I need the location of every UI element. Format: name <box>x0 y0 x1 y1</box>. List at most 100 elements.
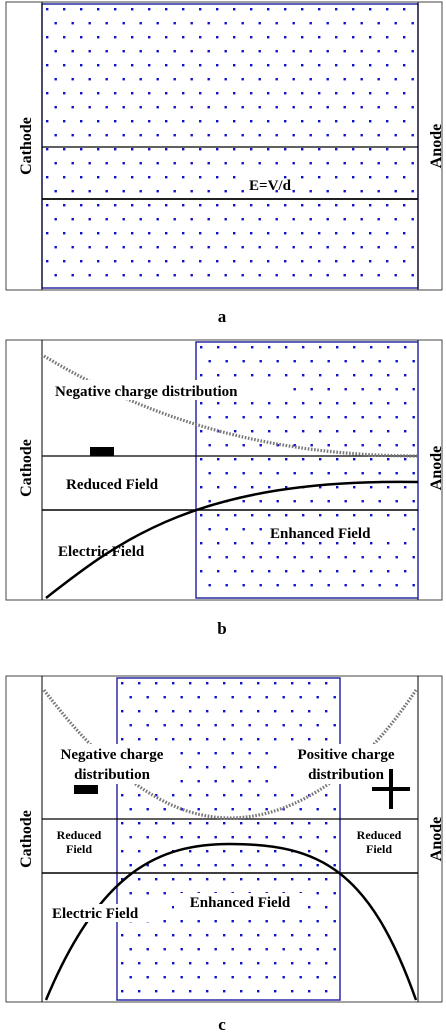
dielectric-dot <box>148 8 151 11</box>
panel-c-minus-sign <box>74 785 98 794</box>
dielectric-dot <box>404 374 407 377</box>
dielectric-dot <box>207 246 210 249</box>
panel-c-caption: c <box>218 1015 226 1034</box>
dielectric-dot <box>129 976 132 979</box>
dielectric-dot <box>361 556 364 559</box>
dielectric-dot <box>369 260 372 263</box>
dielectric-dot <box>291 682 294 685</box>
dielectric-dot <box>165 232 168 235</box>
dielectric-dot <box>299 864 302 867</box>
dielectric-dot <box>404 458 407 461</box>
dielectric-dot <box>200 570 203 573</box>
dielectric-dot <box>276 360 279 363</box>
dielectric-dot <box>291 794 294 797</box>
panel-b-dot-pattern <box>200 346 415 587</box>
dielectric-dot <box>411 106 414 109</box>
dielectric-dot <box>361 500 364 503</box>
dielectric-dot <box>233 8 236 11</box>
dielectric-dot <box>352 176 355 179</box>
dielectric-dot <box>336 542 339 545</box>
dielectric-dot <box>412 556 415 559</box>
dielectric-dot <box>343 162 346 165</box>
dielectric-dot <box>54 274 57 277</box>
dielectric-dot <box>80 232 83 235</box>
dielectric-dot <box>80 64 83 67</box>
dielectric-dot <box>309 50 312 53</box>
dielectric-dot <box>97 92 100 95</box>
dielectric-dot <box>282 864 285 867</box>
dielectric-dot <box>268 346 271 349</box>
dielectric-dot <box>208 584 211 587</box>
dielectric-dot <box>387 430 390 433</box>
panel-b-minus-sign <box>90 447 114 456</box>
dielectric-dot <box>370 402 373 405</box>
dielectric-dot <box>148 232 151 235</box>
panel-b-negative-charge-label: Negative charge distribution <box>55 384 238 400</box>
dielectric-dot <box>146 976 149 979</box>
dielectric-dot <box>292 134 295 137</box>
dielectric-dot <box>248 724 251 727</box>
dielectric-dot <box>284 120 287 123</box>
dielectric-dot <box>146 948 149 951</box>
dielectric-dot <box>46 176 49 179</box>
dielectric-dot <box>155 822 158 825</box>
dielectric-dot <box>223 738 226 741</box>
dielectric-dot <box>276 500 279 503</box>
dielectric-dot <box>395 500 398 503</box>
dielectric-dot <box>268 570 271 573</box>
dielectric-dot <box>148 204 151 207</box>
dielectric-dot <box>180 724 183 727</box>
dielectric-dot <box>216 120 219 123</box>
dielectric-dot <box>214 808 217 811</box>
dielectric-dot <box>217 458 220 461</box>
dielectric-dot <box>251 402 254 405</box>
panel-b-cathode-label: Cathode <box>18 439 35 497</box>
panel-a-anode-label: Anode <box>428 124 445 168</box>
dielectric-dot <box>265 836 268 839</box>
dielectric-dot <box>319 374 322 377</box>
dielectric-dot <box>309 134 312 137</box>
dielectric-dot <box>138 962 141 965</box>
dielectric-dot <box>276 472 279 475</box>
dielectric-dot <box>291 738 294 741</box>
dielectric-dot <box>265 780 268 783</box>
dielectric-dot <box>165 8 168 11</box>
dielectric-dot <box>231 808 234 811</box>
dielectric-dot <box>234 514 237 517</box>
dielectric-dot <box>412 444 415 447</box>
dielectric-dot <box>139 246 142 249</box>
dielectric-dot <box>257 878 260 881</box>
dielectric-dot <box>292 190 295 193</box>
dielectric-dot <box>292 246 295 249</box>
dielectric-dot <box>216 64 219 67</box>
dielectric-dot <box>54 50 57 53</box>
dielectric-dot <box>301 8 304 11</box>
dielectric-dot <box>182 260 185 263</box>
dielectric-dot <box>377 50 380 53</box>
dielectric-dot <box>129 892 132 895</box>
dielectric-dot <box>217 542 220 545</box>
dielectric-dot <box>172 934 175 937</box>
dielectric-dot <box>197 836 200 839</box>
dielectric-dot <box>394 218 397 221</box>
dielectric-dot <box>259 528 262 531</box>
dielectric-dot <box>46 92 49 95</box>
dielectric-dot <box>370 430 373 433</box>
dielectric-dot <box>308 682 311 685</box>
dielectric-dot <box>265 696 268 699</box>
dielectric-dot <box>233 260 236 263</box>
dielectric-dot <box>285 514 288 517</box>
dielectric-dot <box>180 976 183 979</box>
dielectric-dot <box>190 78 193 81</box>
panel-c-enhanced-label-bg <box>174 893 306 911</box>
dielectric-dot <box>197 864 200 867</box>
dielectric-dot <box>182 176 185 179</box>
dielectric-dot <box>318 120 321 123</box>
dielectric-dot <box>242 360 245 363</box>
dielectric-dot <box>155 934 158 937</box>
dielectric-dot <box>319 402 322 405</box>
dielectric-dot <box>214 696 217 699</box>
dielectric-dot <box>241 162 244 165</box>
dielectric-dot <box>225 444 228 447</box>
panel-a: E=V/d Cathode Anode a <box>5 1 445 326</box>
